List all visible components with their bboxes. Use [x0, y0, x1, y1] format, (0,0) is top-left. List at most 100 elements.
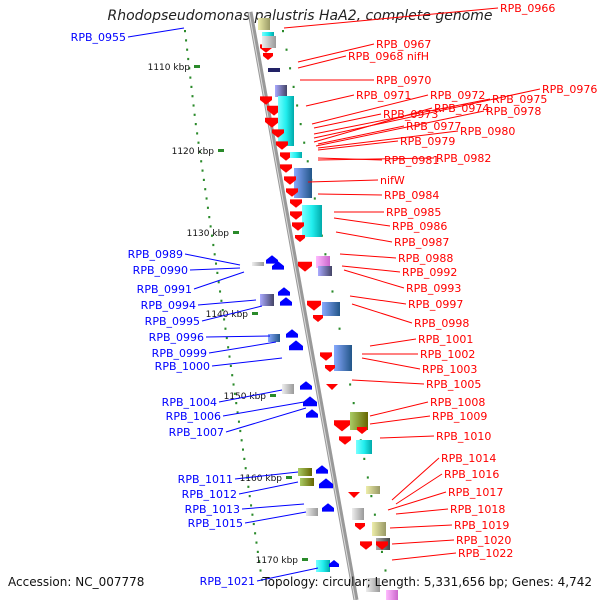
gene-box[interactable] — [316, 256, 330, 268]
gene-arrow[interactable] — [272, 129, 284, 138]
gene-box[interactable] — [386, 590, 398, 600]
gene-arrow[interactable] — [322, 503, 334, 512]
gene-arrow[interactable] — [329, 560, 339, 567]
gene-arrow[interactable] — [278, 287, 290, 296]
gene-arrow[interactable] — [303, 396, 317, 407]
gene-arrow[interactable] — [290, 211, 302, 220]
gene-arrow[interactable] — [326, 384, 338, 390]
gene-arrow[interactable] — [266, 255, 278, 264]
gene-label[interactable]: RPB_1012 — [182, 488, 237, 501]
gene-label[interactable]: RPB_1008 — [430, 396, 485, 409]
gene-arrow[interactable] — [267, 105, 281, 116]
gene-arrow[interactable] — [376, 541, 388, 550]
gene-box[interactable] — [352, 508, 364, 520]
gene-arrow[interactable] — [280, 297, 292, 306]
gene-arrow[interactable] — [298, 261, 312, 272]
gene-arrow[interactable] — [260, 96, 272, 105]
gene-box[interactable] — [372, 522, 386, 536]
gene-arrow[interactable] — [295, 235, 305, 242]
gene-arrow[interactable] — [265, 117, 279, 128]
gene-label[interactable]: RPB_0979 — [400, 135, 455, 148]
gene-label[interactable]: RPB_1004 — [162, 396, 217, 409]
gene-label[interactable]: RPB_0989 — [128, 248, 183, 261]
gene-label[interactable]: RPB_1002 — [420, 348, 475, 361]
gene-label[interactable]: RPB_1013 — [185, 503, 240, 516]
gene-label[interactable]: RPB_1022 — [458, 547, 513, 560]
gene-label[interactable]: RPB_0987 — [394, 236, 449, 249]
gene-arrow[interactable] — [284, 176, 296, 185]
gene-arrow[interactable] — [280, 164, 292, 173]
gene-box[interactable] — [302, 205, 322, 237]
gene-label[interactable]: RPB_1001 — [418, 333, 473, 346]
gene-label[interactable]: RPB_1009 — [432, 410, 487, 423]
gene-box[interactable] — [322, 302, 340, 316]
gene-arrow[interactable] — [334, 420, 350, 432]
gene-label[interactable]: RPB_1003 — [422, 363, 477, 376]
gene-label[interactable]: RPB_1010 — [436, 430, 491, 443]
gene-arrow[interactable] — [289, 340, 303, 351]
gene-box[interactable] — [366, 486, 380, 494]
gene-arrow[interactable] — [263, 53, 273, 60]
gene-arrow[interactable] — [286, 188, 298, 197]
gene-box[interactable] — [268, 68, 280, 72]
gene-box[interactable] — [300, 478, 314, 486]
gene-box[interactable] — [334, 345, 352, 371]
gene-label[interactable]: RPB_0986 — [392, 220, 447, 233]
gene-box[interactable] — [350, 412, 368, 430]
gene-box[interactable] — [278, 96, 294, 146]
gene-box[interactable] — [294, 168, 312, 198]
gene-label[interactable]: RPB_0966 — [500, 2, 555, 15]
gene-arrow[interactable] — [276, 141, 288, 150]
gene-label[interactable]: RPB_0991 — [137, 283, 192, 296]
gene-label[interactable]: RPB_0981 — [384, 154, 439, 167]
gene-label[interactable]: RPB_1014 — [441, 452, 496, 465]
gene-label[interactable]: RPB_1000 — [155, 360, 210, 373]
gene-box[interactable] — [306, 508, 318, 516]
gene-label[interactable]: RPB_0992 — [402, 266, 457, 279]
gene-box[interactable] — [282, 384, 294, 394]
gene-arrow[interactable] — [339, 436, 351, 445]
gene-arrow[interactable] — [286, 329, 298, 338]
gene-arrow[interactable] — [307, 300, 321, 311]
gene-box[interactable] — [275, 85, 287, 97]
gene-label[interactable]: RPB_0973 — [383, 108, 438, 121]
gene-arrow[interactable] — [280, 152, 292, 161]
gene-label[interactable]: RPB_0974 — [434, 102, 489, 115]
gene-arrow[interactable] — [360, 541, 372, 550]
gene-label[interactable]: nifW — [380, 174, 405, 187]
gene-label[interactable]: RPB_1007 — [169, 426, 224, 439]
gene-box[interactable] — [318, 266, 332, 276]
gene-label[interactable]: RPB_0993 — [406, 282, 461, 295]
gene-label[interactable]: RPB_0985 — [386, 206, 441, 219]
gene-box[interactable] — [260, 294, 274, 306]
gene-box[interactable] — [316, 560, 330, 572]
gene-label[interactable]: RPB_0977 — [406, 120, 461, 133]
gene-label[interactable]: RPB_0990 — [133, 264, 188, 277]
gene-label[interactable]: RPB_1015 — [188, 517, 243, 530]
gene-box[interactable] — [290, 152, 302, 158]
gene-label[interactable]: RPB_1006 — [166, 410, 221, 423]
gene-label[interactable]: RPB_0972 — [430, 89, 485, 102]
gene-label[interactable]: RPB_0970 — [376, 74, 431, 87]
gene-label[interactable]: RPB_0998 — [414, 317, 469, 330]
gene-arrow[interactable] — [320, 352, 332, 361]
gene-label[interactable]: RPB_0976 — [542, 83, 597, 96]
gene-label[interactable]: RPB_0994 — [141, 299, 196, 312]
gene-box[interactable] — [298, 468, 312, 476]
gene-arrow[interactable] — [272, 261, 284, 270]
gene-box[interactable] — [252, 262, 264, 266]
gene-arrow[interactable] — [292, 222, 304, 231]
gene-label[interactable]: RPB_0971 — [356, 89, 411, 102]
gene-arrow[interactable] — [300, 381, 312, 390]
gene-label[interactable]: RPB_0978 — [486, 105, 541, 118]
gene-label[interactable]: RPB_0967 — [376, 38, 431, 51]
gene-arrow[interactable] — [355, 523, 365, 530]
gene-box[interactable] — [356, 440, 372, 454]
gene-label[interactable]: RPB_1011 — [178, 473, 233, 486]
gene-label[interactable]: RPB_0997 — [408, 298, 463, 311]
gene-label[interactable]: RPB_1005 — [426, 378, 481, 391]
gene-label[interactable]: RPB_0975 — [492, 93, 547, 106]
gene-label[interactable]: RPB_0980 — [460, 125, 515, 138]
gene-label[interactable]: RPB_1016 — [444, 468, 499, 481]
gene-arrow[interactable] — [313, 315, 323, 322]
